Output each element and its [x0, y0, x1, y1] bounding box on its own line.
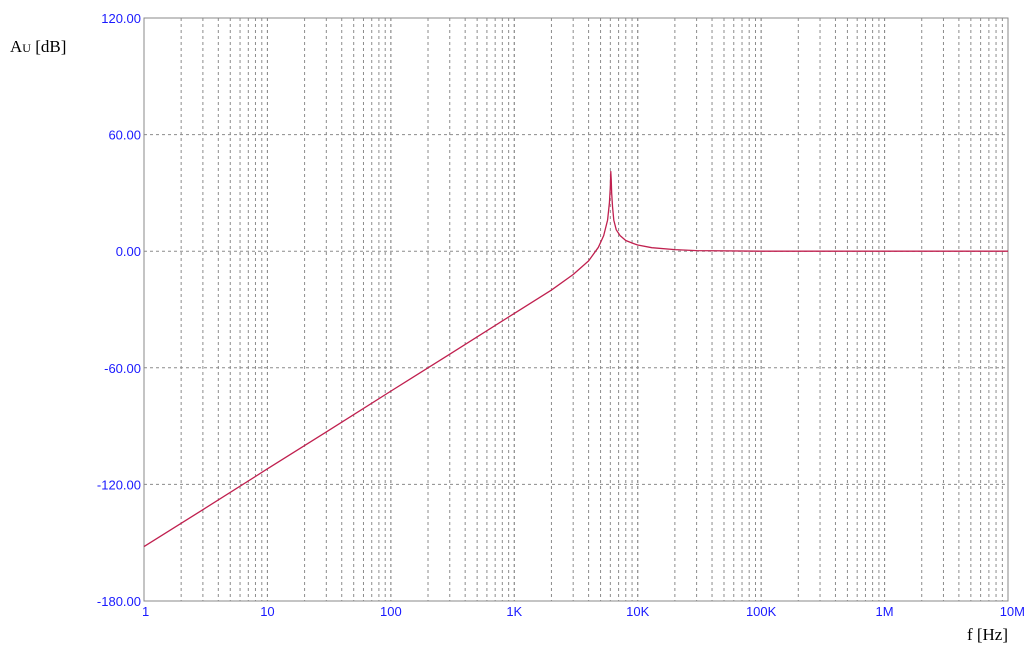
- x-tick-label: 100K: [746, 604, 777, 619]
- y-tick-labels: 120.00 60.00 0.00 -60.00 -120.00 -180.00: [97, 11, 141, 609]
- y-tick-label: -60.00: [104, 361, 141, 376]
- y-axis-title: AU [dB]: [10, 37, 66, 56]
- x-tick-label: 1M: [876, 604, 894, 619]
- y-tick-label: 120.00: [101, 11, 141, 26]
- series-line: [143, 170, 1008, 548]
- y-axis-title-main: A: [10, 37, 23, 56]
- y-axis-title-subscript: U: [22, 41, 31, 55]
- x-tick-label: 10: [260, 604, 274, 619]
- x-tick-label: 10M: [1000, 604, 1025, 619]
- y-tick-label: 60.00: [108, 128, 141, 143]
- x-tick-label: 1: [142, 604, 149, 619]
- grid: [144, 18, 1008, 601]
- series-group: [143, 170, 1008, 548]
- y-tick-label: -120.00: [97, 477, 141, 492]
- x-tick-label: 100: [380, 604, 402, 619]
- x-tick-label: 1K: [506, 604, 522, 619]
- x-tick-label: 10K: [626, 604, 649, 619]
- y-tick-label: 0.00: [116, 244, 141, 259]
- x-tick-labels: 1 10 100 1K 10K 100K 1M 10M: [142, 604, 1025, 619]
- x-axis-title: f [Hz]: [967, 625, 1008, 644]
- y-tick-label: -180.00: [97, 594, 141, 609]
- plot-frame: [143, 17, 1009, 602]
- y-axis-title-unit: [dB]: [31, 37, 66, 56]
